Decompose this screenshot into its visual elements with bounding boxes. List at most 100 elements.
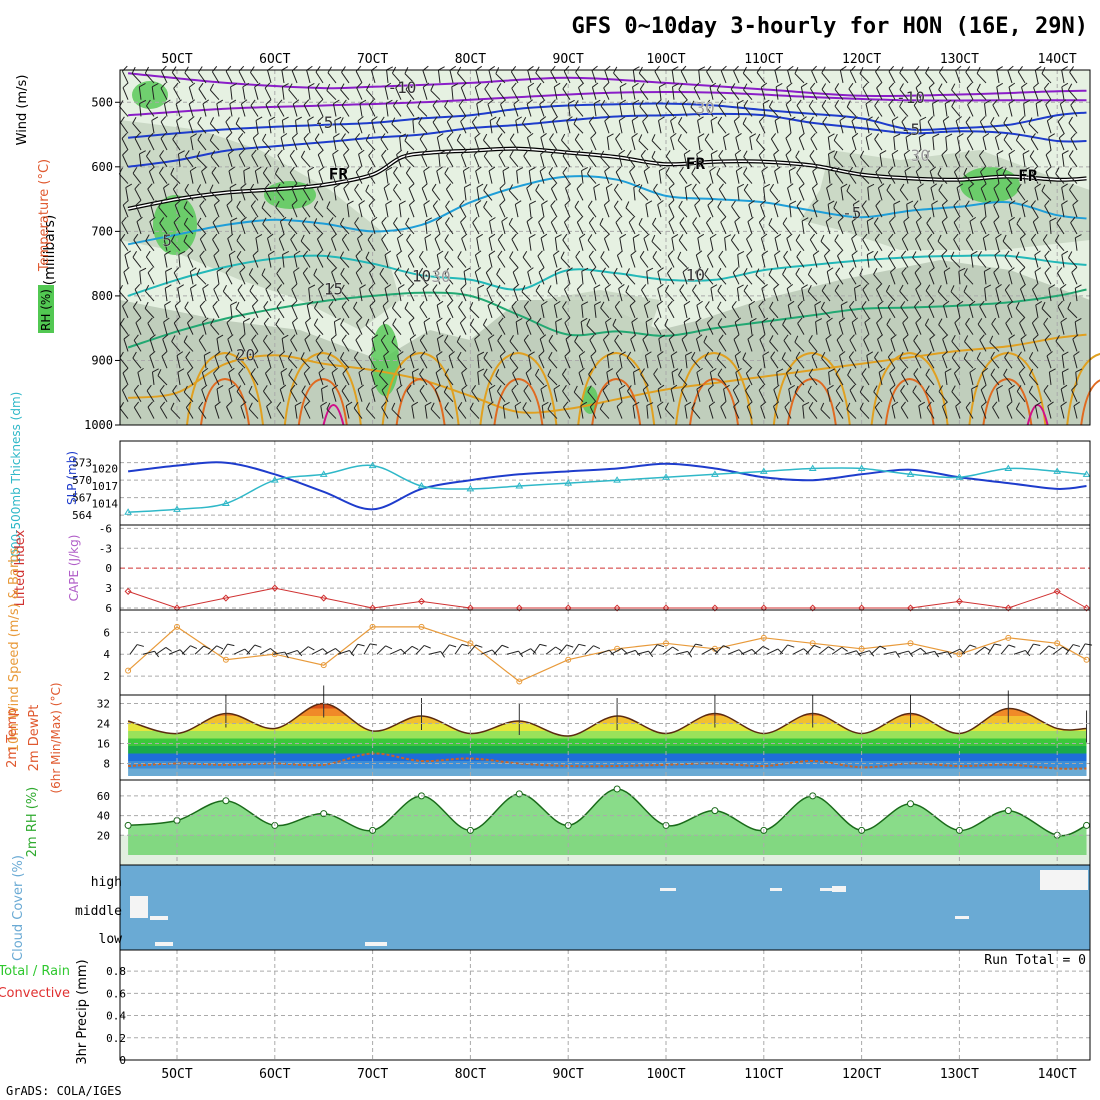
wind-barb	[250, 105, 259, 117]
wind-barb	[171, 341, 181, 352]
isotherm-30c	[297, 377, 348, 426]
wind-barb-flag	[178, 150, 185, 155]
wind-barb-flag	[706, 216, 712, 224]
wind-barb	[397, 355, 402, 369]
wind-barb-flag	[614, 334, 619, 342]
wind-barb	[408, 188, 415, 201]
wind-barb	[965, 206, 974, 218]
wind-barb	[497, 239, 506, 251]
wind-barb	[912, 257, 922, 268]
wind-barb-flag	[866, 116, 873, 121]
wind-barb	[474, 271, 480, 285]
side-label-minmax: (6hr Min/Max) (°C)	[49, 682, 63, 793]
wind-barb	[566, 271, 571, 285]
wind-barb	[642, 339, 649, 352]
wind-barb	[371, 338, 376, 352]
wind-barb	[303, 138, 311, 151]
wind-barb	[515, 321, 519, 335]
wind-barb-flag	[483, 133, 488, 141]
wind-barb	[833, 140, 844, 151]
wind-barb	[474, 338, 480, 352]
wind-barb	[707, 205, 714, 218]
wind-barb	[887, 172, 896, 184]
wind-barb-flag	[249, 66, 255, 73]
wind-barb	[434, 389, 441, 402]
wind-barb-flag	[670, 384, 678, 390]
wind-barb	[745, 373, 753, 386]
wind-barb-flag	[1002, 234, 1007, 242]
wind-barb	[815, 321, 818, 335]
thickness-point	[1004, 464, 1013, 471]
wind-barb	[612, 324, 623, 335]
wind-barb-flag	[461, 367, 468, 374]
wind-barb	[847, 374, 857, 386]
wind-barb	[496, 390, 506, 403]
wind-barb	[682, 271, 688, 285]
wind-barb-flag	[541, 200, 548, 205]
wind-barb-flag	[291, 300, 298, 307]
wind-barb-flag	[418, 267, 424, 275]
wind-barb-flag	[964, 335, 969, 342]
wind-barb	[586, 325, 597, 335]
wind-barb	[370, 70, 376, 84]
wind-barb-flag	[359, 284, 366, 289]
wind-barb	[457, 357, 467, 369]
wind-barb	[630, 255, 636, 268]
wind-barb	[903, 221, 909, 235]
x-tick-bottom: 9OCT	[553, 1067, 584, 1082]
wind-barb-flag	[226, 317, 233, 324]
wind-barb-flag	[383, 351, 390, 357]
wind-barb-flag	[159, 166, 164, 174]
wind-barb	[147, 138, 155, 151]
wind-barb	[545, 646, 556, 655]
x-tick-bottom: 6OCT	[259, 1067, 290, 1082]
wind-barb-flag	[120, 233, 126, 241]
wind-barb-flag	[435, 216, 443, 222]
wind-barb-flag	[399, 133, 407, 138]
wind-barb	[314, 139, 324, 151]
wind-barb	[174, 204, 181, 218]
wind-barb-flag	[261, 268, 266, 276]
wind-barb	[849, 306, 857, 319]
wind-barb-flag	[653, 183, 658, 191]
wind-barb	[670, 355, 675, 369]
wind-barb	[887, 306, 896, 319]
wind-barb	[558, 644, 567, 655]
wind-barb-flag	[366, 83, 371, 91]
wind-barb-flag	[384, 250, 392, 256]
wind-barb-flag	[990, 116, 995, 124]
wind-barb-flag	[562, 368, 567, 375]
wind-barb	[1044, 339, 1052, 352]
wind-barb-flag	[835, 368, 841, 375]
wind-barb-flag	[1002, 167, 1007, 175]
wind-barb	[183, 341, 194, 352]
wind-barb	[971, 388, 974, 402]
wind-barb	[281, 120, 285, 134]
wind-barb-flag	[1020, 233, 1026, 239]
wind-barb	[177, 372, 181, 386]
wind-barb-flag	[274, 167, 280, 175]
wind-barb	[539, 120, 545, 134]
wind-barbs	[118, 65, 1083, 419]
wind-barb-flag	[980, 166, 986, 173]
wind-barb-flag	[979, 300, 985, 307]
wind-barb	[915, 238, 922, 251]
wind-barb-flag	[146, 99, 151, 107]
wind-barb-flag	[807, 285, 812, 292]
lifted-index-point	[369, 604, 377, 612]
wind-barb	[262, 390, 272, 403]
wind-barb-flag	[1075, 284, 1082, 289]
wind-barb	[1046, 355, 1052, 369]
wind-barb	[483, 190, 493, 201]
wind-barb-flag	[718, 334, 724, 341]
wind-barb-flag	[475, 200, 482, 206]
wind-barb	[422, 288, 428, 302]
wind-barb-flag	[281, 334, 289, 339]
wind-barb-flag	[384, 284, 392, 289]
wind-barb-flag	[723, 384, 730, 390]
lifted-index-point	[417, 597, 426, 605]
wind-barb-flag	[644, 300, 651, 306]
wind-barb	[1057, 272, 1065, 285]
wind-barb-flag	[825, 334, 832, 340]
wind-barb	[190, 137, 194, 151]
